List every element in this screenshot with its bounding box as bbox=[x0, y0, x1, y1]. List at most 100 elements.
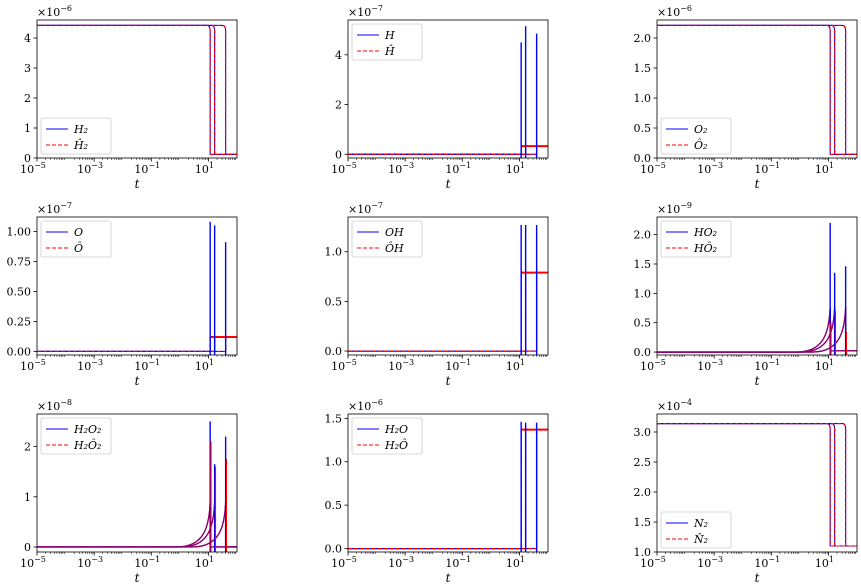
x-tick-label: 101 bbox=[815, 161, 834, 176]
y-tick-label: 0.5 bbox=[325, 499, 343, 512]
y-tick-label: 0.5 bbox=[634, 317, 652, 330]
prediction-line-1 bbox=[37, 336, 237, 352]
legend-prediction-label: Ĥ bbox=[384, 44, 395, 58]
axes-frame bbox=[656, 19, 858, 159]
y-tick-label: 0 bbox=[24, 152, 31, 165]
x-tick-label: 10−3 bbox=[77, 555, 103, 570]
truth-line-1 bbox=[348, 272, 548, 352]
y-tick-label: 2 bbox=[24, 92, 31, 105]
x-tick-label: 10−3 bbox=[697, 555, 723, 570]
x-axis-title: t bbox=[135, 177, 140, 191]
subplot-4: 10−5 10−3 10−1 101 0.00 0.25 0.50 0.75 1.00 ×10−7… bbox=[7, 201, 238, 388]
y-tick-label: 0.0 bbox=[325, 543, 343, 556]
x-tick-label: 101 bbox=[815, 358, 834, 373]
legend-truth-label: N₂ bbox=[693, 517, 708, 530]
y-tick-label: 0.25 bbox=[7, 315, 32, 328]
x-tick-label: 10−3 bbox=[77, 161, 103, 176]
x-tick-label: 10−1 bbox=[445, 358, 471, 373]
y-scale-multiplier: ×10−9 bbox=[657, 201, 692, 216]
truth-line-2 bbox=[37, 336, 237, 352]
truth-line-1 bbox=[348, 145, 548, 155]
x-tick-label: 101 bbox=[195, 161, 214, 176]
subplot-9: 10−5 10−3 10−1 1011.01.52.02.53.0×10−4tN₂N̂… bbox=[634, 398, 858, 585]
y-scale-multiplier: ×10−4 bbox=[657, 398, 692, 413]
legend-truth-label: H bbox=[384, 29, 395, 42]
x-axis-title: t bbox=[446, 177, 451, 191]
x-tick-label: 10−5 bbox=[20, 555, 46, 570]
legend-truth-label: OH bbox=[385, 226, 404, 239]
y-tick-label: 1.5 bbox=[634, 516, 652, 529]
truth-line-2 bbox=[348, 272, 548, 352]
prediction-line-3 bbox=[348, 272, 548, 352]
y-scale-multiplier: ×10−6 bbox=[37, 4, 72, 19]
legend: H₂ Ĥ₂ bbox=[40, 117, 112, 155]
legend: HĤ bbox=[351, 23, 423, 61]
y-tick-label: 1.0 bbox=[325, 456, 343, 469]
y-tick-label: 0.75 bbox=[7, 255, 32, 268]
legend-prediction-label: Ô bbox=[74, 241, 83, 255]
y-tick-label: 1 bbox=[24, 122, 31, 135]
x-tick-label: 101 bbox=[195, 555, 214, 570]
y-tick-label: 1.0 bbox=[634, 92, 652, 105]
prediction-line-3 bbox=[657, 24, 857, 155]
x-tick-label: 10−3 bbox=[388, 555, 414, 570]
axes-frame bbox=[347, 413, 549, 553]
subplot-6: 10−5 10−3 10−1 1010.00.51.01.52.0×10−9tHO₂H… bbox=[634, 201, 858, 388]
y-tick-label: 2.0 bbox=[634, 32, 652, 45]
x-axis-title: t bbox=[755, 571, 760, 585]
prediction-line-2 bbox=[348, 272, 548, 352]
legend-truth-label: O₂ bbox=[694, 123, 707, 136]
truth-line-3 bbox=[348, 272, 548, 352]
prediction-line-1 bbox=[348, 145, 548, 155]
x-axis-title: t bbox=[755, 374, 760, 388]
y-tick-label: 3 bbox=[24, 62, 31, 75]
y-tick-label: 1.5 bbox=[325, 412, 343, 425]
subplot-2: 10−5 10−3 10−1 101 0 2 4 ×10−7 t HĤ bbox=[331, 4, 549, 191]
series-group bbox=[657, 423, 857, 547]
legend-truth-label: H₂O₂ bbox=[73, 423, 101, 436]
y-tick-label: 3.0 bbox=[634, 426, 652, 439]
axes-frame bbox=[36, 216, 238, 356]
y-tick-label: 2 bbox=[335, 99, 342, 112]
x-tick-label: 10−1 bbox=[134, 358, 160, 373]
x-tick-label: 10−5 bbox=[20, 358, 46, 373]
y-scale-multiplier: ×10−6 bbox=[657, 4, 692, 19]
truth-line-1 bbox=[37, 336, 237, 352]
x-tick-label: 10−1 bbox=[134, 555, 160, 570]
y-scale-multiplier: ×10−6 bbox=[348, 398, 383, 413]
y-scale-multiplier: ×10−8 bbox=[37, 398, 72, 413]
y-tick-label: 2.0 bbox=[634, 486, 652, 499]
y-tick-label: 0 bbox=[335, 148, 342, 161]
x-axis-title: t bbox=[446, 374, 451, 388]
legend-prediction-label: Ĥ₂ bbox=[73, 138, 88, 152]
prediction-line-3 bbox=[37, 24, 237, 155]
y-tick-label: 1.0 bbox=[634, 287, 652, 300]
x-tick-label: 10−3 bbox=[388, 161, 414, 176]
legend-truth-label: H₂O bbox=[384, 423, 408, 436]
y-tick-label: 1.0 bbox=[325, 246, 343, 259]
overlap-line-1 bbox=[37, 501, 237, 548]
x-tick-label: 10−1 bbox=[754, 358, 780, 373]
legend-prediction-label: N̂₂ bbox=[693, 533, 708, 546]
series-group bbox=[348, 421, 548, 552]
legend: H₂O₂ H₂Ô₂ bbox=[40, 417, 112, 455]
series-group bbox=[657, 24, 857, 155]
prediction-line-2 bbox=[348, 145, 548, 155]
y-tick-label: 0.50 bbox=[7, 285, 32, 298]
y-scale-multiplier: ×10−7 bbox=[37, 201, 72, 216]
series-group bbox=[37, 221, 237, 355]
x-tick-label: 101 bbox=[815, 555, 834, 570]
x-tick-label: 101 bbox=[195, 358, 214, 373]
x-tick-label: 10−3 bbox=[77, 358, 103, 373]
y-tick-label: 1.00 bbox=[7, 225, 32, 238]
x-axis-title: t bbox=[135, 571, 140, 585]
y-tick-label: 1.5 bbox=[634, 62, 652, 75]
legend: OH ÔH bbox=[351, 220, 423, 258]
legend-prediction-label: Ô₂ bbox=[694, 138, 707, 152]
axes-frame bbox=[656, 413, 858, 553]
truth-line-3 bbox=[348, 145, 548, 155]
x-tick-label: 10−3 bbox=[697, 358, 723, 373]
axes-frame bbox=[36, 19, 238, 159]
